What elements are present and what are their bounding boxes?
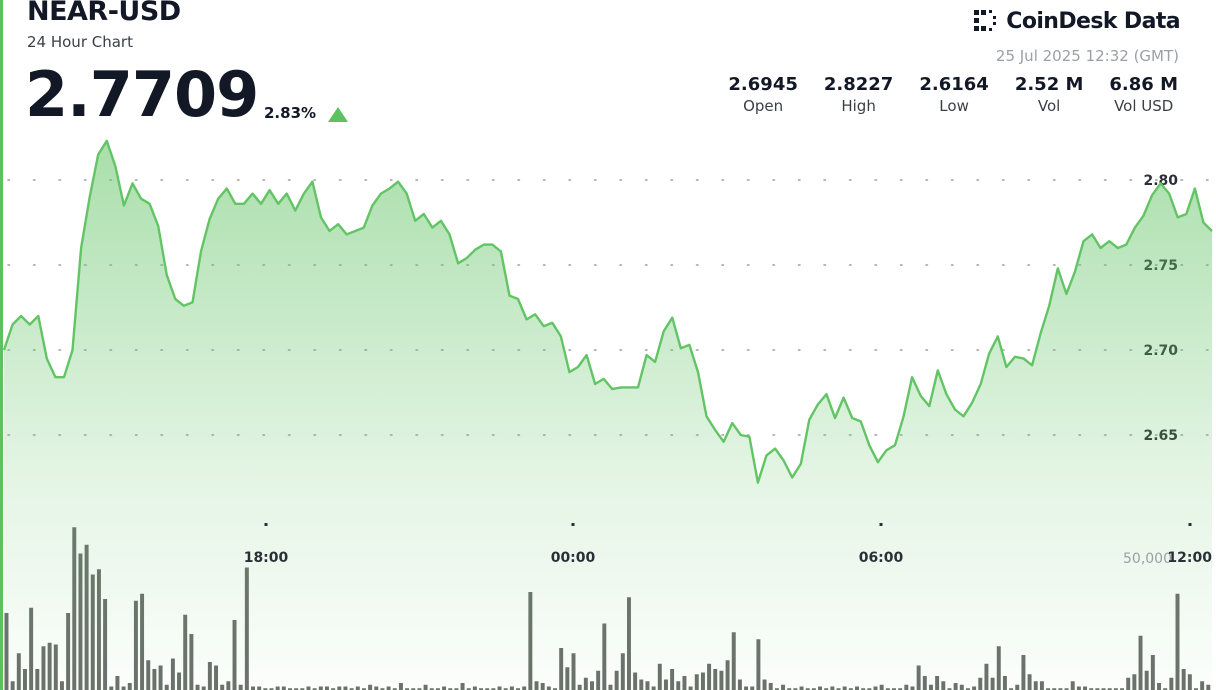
x-tick-mark [879,523,883,526]
timestamp: 25 Jul 2025 12:32 (GMT) [995,47,1179,65]
coindesk-logo-icon [974,10,997,31]
stat-open: 2.6945 Open [728,74,797,115]
stat-label: Vol USD [1114,97,1174,115]
stat-value: 2.6164 [919,74,989,95]
brand-logo: CoinDesk Data [972,7,1181,35]
pair-title: NEAR-USD [27,0,181,27]
stat-vol: 2.52 M Vol [1015,74,1084,115]
x-tick-label: 00:00 [551,550,596,566]
x-tick-mark [571,523,575,526]
x-tick-mark [1188,523,1192,526]
stat-value: 2.52 M [1014,74,1084,95]
stat-value: 6.86 M [1109,74,1178,95]
x-tick-label: 18:00 [244,550,289,566]
left-accent-rule [0,0,3,690]
brand-name: CoinDesk Data [1006,8,1180,34]
up-arrow-icon [328,107,348,122]
stat-label: High [841,97,876,115]
x-tick-label: 12:00 [1167,550,1212,566]
chart-subtitle: 24 Hour Chart [27,33,133,51]
stat-low: 2.6164 Low [919,74,988,115]
x-tick-mark [264,523,268,526]
price-line [2,139,1213,484]
stat-label: Open [743,97,784,115]
stat-label: Vol [1037,97,1061,115]
stat-vol-usd: 6.86 M Vol USD [1109,74,1178,115]
volume-scale-label: 50,000 [1123,551,1172,567]
stats-row: 2.6945 Open 2.8227 High 2.6164 Low 2.52 … [728,74,1178,115]
stat-label: Low [939,97,969,115]
price-change: 2.83% [264,104,317,122]
stat-value: 2.6945 [728,74,798,95]
price-area [4,140,1212,690]
stat-value: 2.8227 [823,74,894,95]
stat-high: 2.8227 High [824,74,893,115]
y-tick-label: 2.80 [1143,173,1178,189]
current-price: 2.7709 [25,58,259,131]
x-tick-label: 06:00 [859,550,904,566]
